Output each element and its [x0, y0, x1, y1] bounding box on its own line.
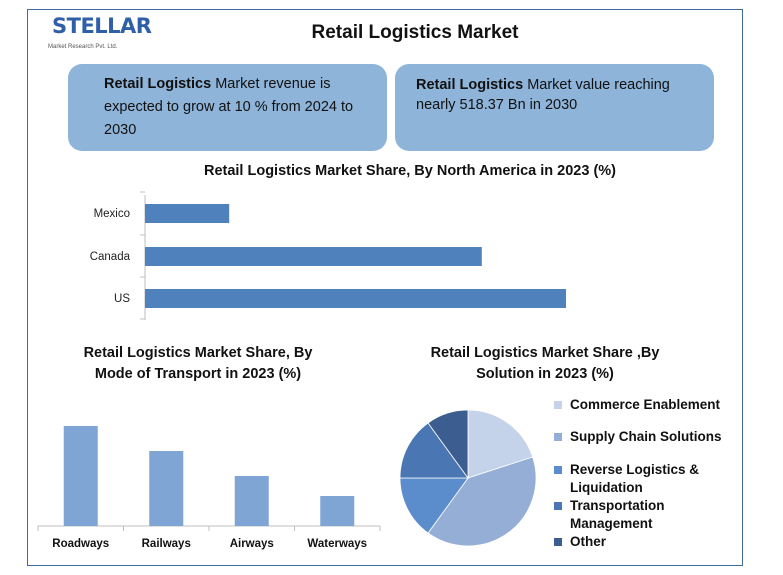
pie-slice [427, 456, 537, 547]
category-label: Airways [230, 538, 274, 550]
north-america-bar-chart: Mexico Canada US [90, 191, 566, 320]
legend-label: Reverse Logistics & Liquidation [570, 462, 700, 495]
north-america-chart-title: Retail Logistics Market Share, By North … [203, 163, 617, 179]
legend-swatch [554, 401, 562, 409]
legend-label: Transportation Management [570, 498, 665, 531]
legend-item: Other [554, 533, 736, 551]
bar [145, 204, 230, 223]
category-label: Canada [90, 251, 131, 263]
logo-text: STELLAR [52, 14, 152, 38]
category-label: Waterways [307, 538, 367, 550]
pie-slice [399, 422, 469, 479]
info-box-growth-text: Market revenue is expected to grow at 10… [104, 76, 354, 138]
info-box-value-text: Market value reaching nearly 518.37 Bn i… [416, 77, 670, 113]
category-label: Railways [142, 538, 191, 550]
transport-chart-title-line-1: Retail Logistics Market Share, By [83, 345, 313, 361]
bar [320, 496, 355, 526]
transport-bar-chart: Roadways Railways Airways Waterways [37, 426, 381, 550]
pie-slice [467, 409, 534, 479]
legend-swatch [554, 433, 562, 441]
legend-item: Supply Chain Solutions [554, 428, 736, 446]
info-box-growth-bold: Retail Logistics [104, 76, 212, 92]
infographic-frame [27, 9, 743, 566]
bar [145, 247, 482, 266]
legend-label: Other [570, 534, 607, 549]
solution-chart-title: Retail Logistics Market Share ,By Soluti… [405, 343, 685, 385]
category-label: Mexico [94, 208, 130, 220]
legend-label: Commerce Enablement [570, 397, 721, 412]
pie-slice [399, 477, 469, 534]
legend-swatch [554, 538, 562, 546]
info-box-growth: Retail Logistics Market revenue is expec… [68, 64, 387, 151]
bar [145, 289, 566, 308]
info-box-value-bold: Retail Logistics [416, 77, 524, 93]
legend-swatch [554, 466, 562, 474]
legend-item: Reverse Logistics & Liquidation [554, 461, 736, 497]
logo-subtext: Market Research Pvt. Ltd. [48, 44, 118, 50]
legend-label: Supply Chain Solutions [570, 429, 722, 444]
bar [63, 426, 98, 526]
solution-pie-chart [399, 409, 537, 547]
transport-chart-title-line-2: Mode of Transport in 2023 (%) [94, 366, 302, 382]
solution-legend: Commerce Enablement Supply Chain Solutio… [554, 396, 736, 551]
solution-chart-title-line-1: Retail Logistics Market Share ,By [430, 345, 660, 361]
legend-item: Transportation Management [554, 497, 736, 533]
legend-swatch [554, 502, 562, 510]
page-title: Retail Logistics Market [311, 22, 519, 43]
stellar-logo: STELLAR Market Research Pvt. Ltd. [42, 12, 152, 56]
solution-chart-title-line-2: Solution in 2023 (%) [476, 366, 614, 382]
category-label: US [114, 293, 130, 305]
info-box-value: Retail Logistics Market value reaching n… [395, 64, 714, 151]
pie-slice [427, 409, 469, 480]
bar [234, 476, 269, 526]
bar [149, 451, 184, 526]
transport-chart-title: Retail Logistics Market Share, By Mode o… [58, 343, 338, 385]
legend-item: Commerce Enablement [554, 396, 736, 414]
category-label: Roadways [52, 538, 109, 550]
